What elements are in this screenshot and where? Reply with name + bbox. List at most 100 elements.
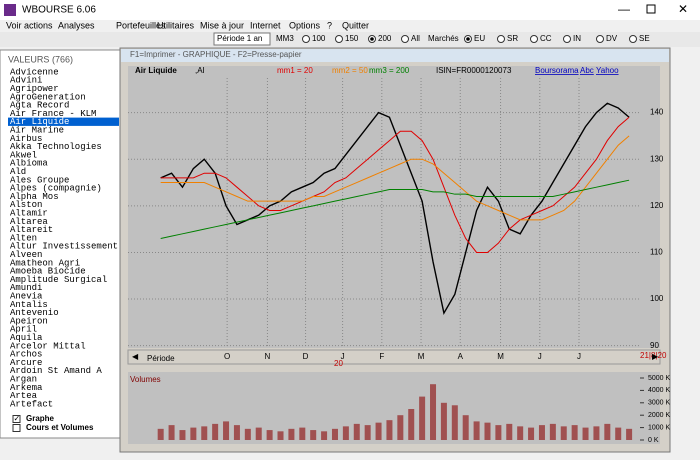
mm-option-radio[interactable] — [401, 35, 409, 43]
volume-bar — [353, 423, 360, 440]
minimize[interactable]: — — [618, 2, 630, 16]
menu-item[interactable]: Options — [289, 20, 321, 30]
period-select[interactable] — [213, 32, 271, 46]
volume-bar — [190, 427, 197, 440]
stock-item[interactable]: Akka Technologies — [10, 142, 102, 152]
stock-item[interactable]: Altur Investissement — [10, 242, 118, 252]
stock-item[interactable]: Ardoin St Amand A — [10, 366, 102, 376]
chart-window-titlebar — [121, 49, 669, 62]
menu-item[interactable]: Portefeuilles — [116, 20, 166, 30]
y-tick-label: 90 — [650, 341, 659, 350]
volume-bar — [615, 427, 622, 440]
stock-item[interactable]: Apeiron — [10, 316, 48, 326]
stock-item[interactable]: Alten — [10, 233, 37, 243]
stock-item[interactable]: Arcelor Mittal — [10, 341, 86, 351]
link[interactable]: Yahoo — [596, 66, 619, 75]
title-bar — [0, 0, 700, 20]
stock-item[interactable]: Agripower — [10, 84, 59, 94]
y-tick-label: 100 — [650, 294, 664, 303]
stock-item[interactable]: Alston — [10, 200, 42, 210]
menu-item[interactable]: Internet — [250, 20, 281, 30]
menu-item[interactable]: Mise à jour — [200, 20, 244, 30]
ticker: ,AI — [195, 66, 205, 75]
market-option-radio[interactable] — [596, 35, 604, 43]
mm-option-label: 100 — [312, 34, 326, 43]
y-tick-label: 4000 K — [648, 387, 671, 394]
stock-item[interactable]: Alpha Mos — [10, 192, 59, 202]
stock-item[interactable]: Air Liquide — [10, 117, 69, 127]
mm-option-radio[interactable] — [335, 35, 343, 43]
close[interactable]: ✕ — [678, 2, 688, 16]
stock-item[interactable]: Artea — [10, 391, 38, 401]
stock-item[interactable]: Advicenne — [10, 67, 59, 77]
stock-item[interactable]: Amundi — [10, 283, 42, 293]
stock-item[interactable]: Ales Groupe — [10, 175, 69, 185]
stock-item[interactable]: Arkema — [10, 383, 43, 393]
link[interactable]: Boursorama — [535, 66, 579, 75]
market-option-label: DV — [606, 34, 618, 43]
moving-average — [160, 135, 630, 221]
mm-option-label: All — [411, 34, 420, 43]
sidebar-title: VALEURS — [8, 54, 49, 64]
menu-item[interactable]: Analyses — [58, 20, 95, 30]
stock-item[interactable]: AgroGeneration — [10, 92, 86, 102]
checkbox[interactable] — [12, 415, 21, 423]
maximize[interactable] — [646, 4, 656, 14]
market-option-radio[interactable] — [563, 35, 571, 43]
link[interactable]: Abc — [580, 66, 594, 75]
stock-item[interactable]: Altarea — [10, 217, 48, 227]
stock-item[interactable]: Albioma — [10, 159, 48, 169]
volume-bar — [244, 428, 251, 440]
volume-bar — [506, 423, 513, 440]
menu-item[interactable]: Utilitaires — [157, 20, 195, 30]
volume-bar — [626, 428, 633, 440]
y-tick-label: 3000 K — [648, 400, 671, 407]
stock-item[interactable]: Advini — [10, 76, 42, 86]
stock-item[interactable]: Amatheon Agri — [10, 258, 80, 268]
scroll-right[interactable]: ▶ — [652, 352, 659, 361]
stock-item[interactable]: Archos — [10, 350, 42, 360]
stock-item[interactable]: April — [10, 325, 37, 335]
scroll-left[interactable]: ◀ — [132, 352, 139, 361]
menu-item[interactable]: ? — [327, 20, 332, 30]
stock-item[interactable]: Air France - KLM — [10, 109, 96, 119]
market-option-label: SE — [639, 34, 650, 43]
stock-item[interactable]: Altamir — [10, 208, 48, 218]
stock-item[interactable]: Airbus — [10, 134, 42, 144]
stock-item[interactable]: Agta Record — [10, 101, 69, 111]
stock-item[interactable]: Anevia — [10, 291, 43, 301]
stock-item[interactable]: Ald — [10, 167, 26, 177]
stock-item[interactable]: Aquila — [10, 333, 43, 343]
stock-item[interactable]: Alpes (compagnie) — [10, 184, 102, 194]
stock-item[interactable]: Antalis — [10, 300, 48, 310]
market-option-label: CC — [540, 34, 552, 43]
mm-option-label: 150 — [345, 34, 359, 43]
stock-item[interactable]: Air Marine — [10, 125, 64, 135]
price-line — [160, 102, 630, 315]
volume-bar — [582, 427, 589, 440]
volume-bar — [593, 426, 600, 440]
menu-item[interactable]: Voir actions — [6, 20, 53, 30]
stock-item[interactable]: Alveen — [10, 250, 42, 260]
legend-entry: mm1 = 20 — [277, 66, 313, 75]
volume-bar — [321, 431, 328, 440]
checkbox[interactable] — [12, 424, 21, 432]
mm-option-radio[interactable] — [302, 35, 310, 43]
market-option-radio[interactable] — [530, 35, 538, 43]
stock-item[interactable]: Altareit — [10, 225, 53, 235]
volume-bar — [255, 427, 262, 440]
stock-item[interactable]: Amoeba Biocide — [10, 267, 86, 277]
menu-item[interactable]: Quitter — [342, 20, 369, 30]
stock-item[interactable]: Argan — [10, 374, 37, 384]
volume-bar — [451, 405, 458, 440]
market-option-radio[interactable] — [629, 35, 637, 43]
market-option-radio[interactable] — [497, 35, 505, 43]
stock-item[interactable]: Arcure — [10, 358, 42, 368]
price-panel — [128, 66, 660, 348]
stock-item[interactable]: Amplitude Surgical — [10, 275, 107, 285]
y-tick-label: 110 — [650, 248, 663, 257]
stock-item[interactable]: Antevenio — [10, 308, 59, 318]
stock-item[interactable]: Akwel — [10, 150, 37, 160]
chart-title: Air Liquide — [135, 66, 177, 75]
stock-item[interactable]: Artefact — [10, 399, 53, 409]
